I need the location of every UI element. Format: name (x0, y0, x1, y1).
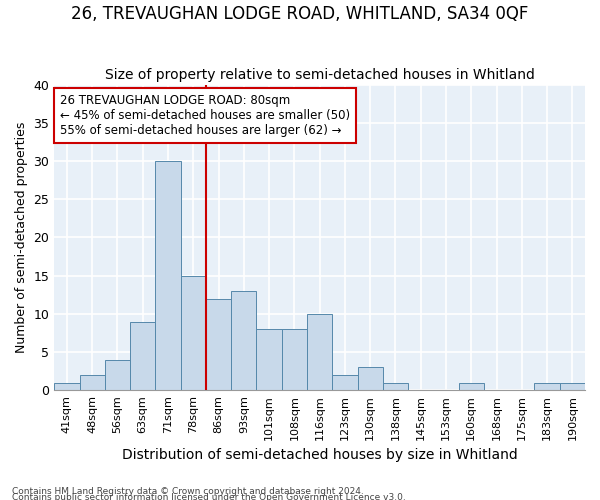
Bar (105, 360, 130, 390)
Bar (130, 322, 155, 390)
Y-axis label: Number of semi-detached properties: Number of semi-detached properties (15, 122, 28, 353)
Bar (206, 298, 231, 390)
Bar (231, 291, 256, 390)
Text: 26 TREVAUGHAN LODGE ROAD: 80sqm
← 45% of semi-detached houses are smaller (50)
5: 26 TREVAUGHAN LODGE ROAD: 80sqm ← 45% of… (59, 94, 350, 136)
Bar (332, 375, 358, 390)
Bar (155, 161, 181, 390)
Bar (383, 383, 408, 390)
X-axis label: Distribution of semi-detached houses by size in Whitland: Distribution of semi-detached houses by … (122, 448, 518, 462)
Bar (560, 383, 585, 390)
Text: 26, TREVAUGHAN LODGE ROAD, WHITLAND, SA34 0QF: 26, TREVAUGHAN LODGE ROAD, WHITLAND, SA3… (71, 5, 529, 23)
Bar (80, 375, 105, 390)
Text: Contains HM Land Registry data © Crown copyright and database right 2024.: Contains HM Land Registry data © Crown c… (12, 487, 364, 496)
Title: Size of property relative to semi-detached houses in Whitland: Size of property relative to semi-detach… (105, 68, 535, 82)
Bar (256, 330, 282, 390)
Bar (358, 368, 383, 390)
Bar (54, 383, 80, 390)
Bar (307, 314, 332, 390)
Bar (458, 383, 484, 390)
Bar (535, 383, 560, 390)
Text: Contains public sector information licensed under the Open Government Licence v3: Contains public sector information licen… (12, 492, 406, 500)
Bar (181, 276, 206, 390)
Bar (282, 330, 307, 390)
